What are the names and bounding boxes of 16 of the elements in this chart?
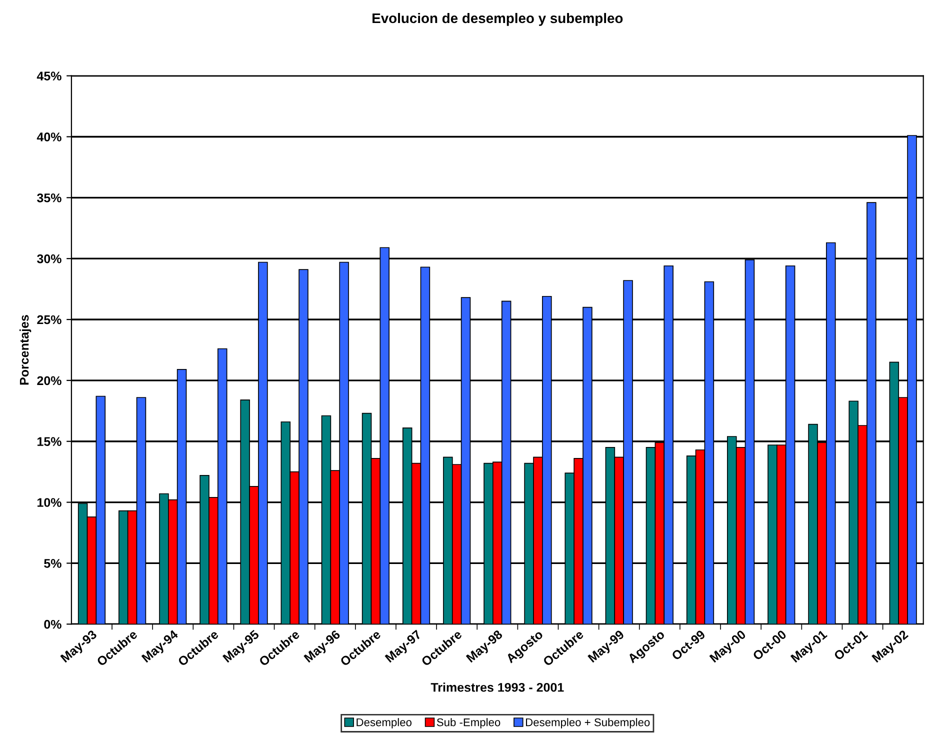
y-axis-title: Porcentajes: [20, 315, 32, 385]
chart-title: Evolucion de desempleo y subempleo: [372, 12, 623, 26]
x-axis-title: Trimestres 1993 - 2001: [430, 682, 564, 692]
y-tick-label: 35%: [37, 193, 62, 202]
y-tick-label: 45%: [36, 72, 62, 80]
y-tick-label: 0%: [44, 620, 62, 629]
y-tick-label: 40%: [36, 132, 62, 142]
y-tick-label: 20%: [37, 376, 62, 386]
legend-label: Desempleo + Subempleo: [526, 718, 650, 728]
y-tick-label: 30%: [37, 254, 62, 264]
legend-label: Desempleo: [356, 718, 412, 728]
legend-label: Sub -Empleo: [436, 718, 500, 728]
y-tick-label: 10%: [38, 498, 62, 507]
y-tick-label: 15%: [38, 437, 62, 446]
y-tick-label: 25%: [37, 315, 62, 324]
y-tick-label: 5%: [44, 559, 62, 568]
